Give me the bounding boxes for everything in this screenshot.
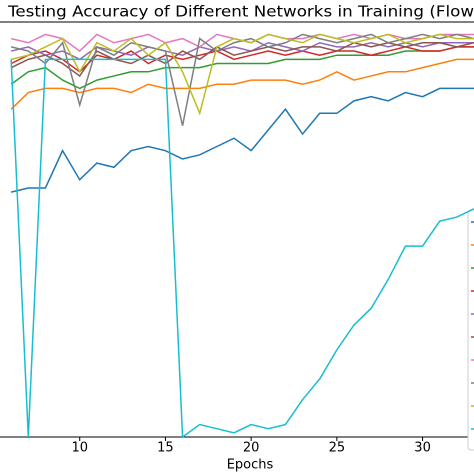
series-line: [10, 33, 474, 116]
series-line: [10, 87, 474, 193]
chart-title: Testing Accuracy of Different Networks i…: [7, 3, 474, 21]
x-tick-label: 10: [71, 441, 88, 456]
x-tick-label: 25: [329, 441, 346, 456]
x-tick-label: 20: [243, 441, 260, 456]
series-line: [10, 46, 474, 90]
series-line: [10, 41, 474, 78]
x-tick-label: 30: [414, 441, 431, 456]
series-line: [10, 33, 474, 126]
series-line: [10, 58, 474, 439]
x-tick-label: 15: [157, 441, 174, 456]
series-line: [10, 58, 474, 110]
legend-box: [467, 209, 474, 451]
x-axis-label: Epochs: [227, 458, 274, 473]
